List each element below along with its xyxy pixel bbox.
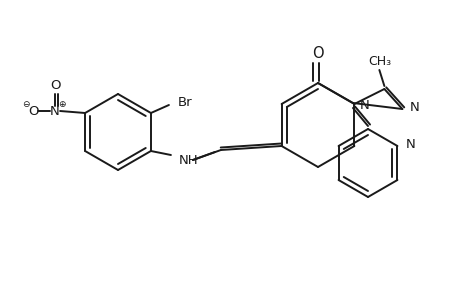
Text: N: N (359, 98, 369, 112)
Text: O: O (312, 46, 323, 61)
Text: O: O (50, 79, 60, 92)
Text: CH₃: CH₃ (367, 55, 390, 68)
Text: N: N (50, 104, 60, 118)
Text: O: O (28, 104, 38, 118)
Text: ⊖: ⊖ (22, 100, 30, 109)
Text: ⊕: ⊕ (58, 100, 66, 109)
Text: N: N (404, 137, 414, 151)
Text: Br: Br (178, 95, 192, 109)
Text: N: N (409, 100, 418, 113)
Text: NH: NH (179, 154, 198, 166)
